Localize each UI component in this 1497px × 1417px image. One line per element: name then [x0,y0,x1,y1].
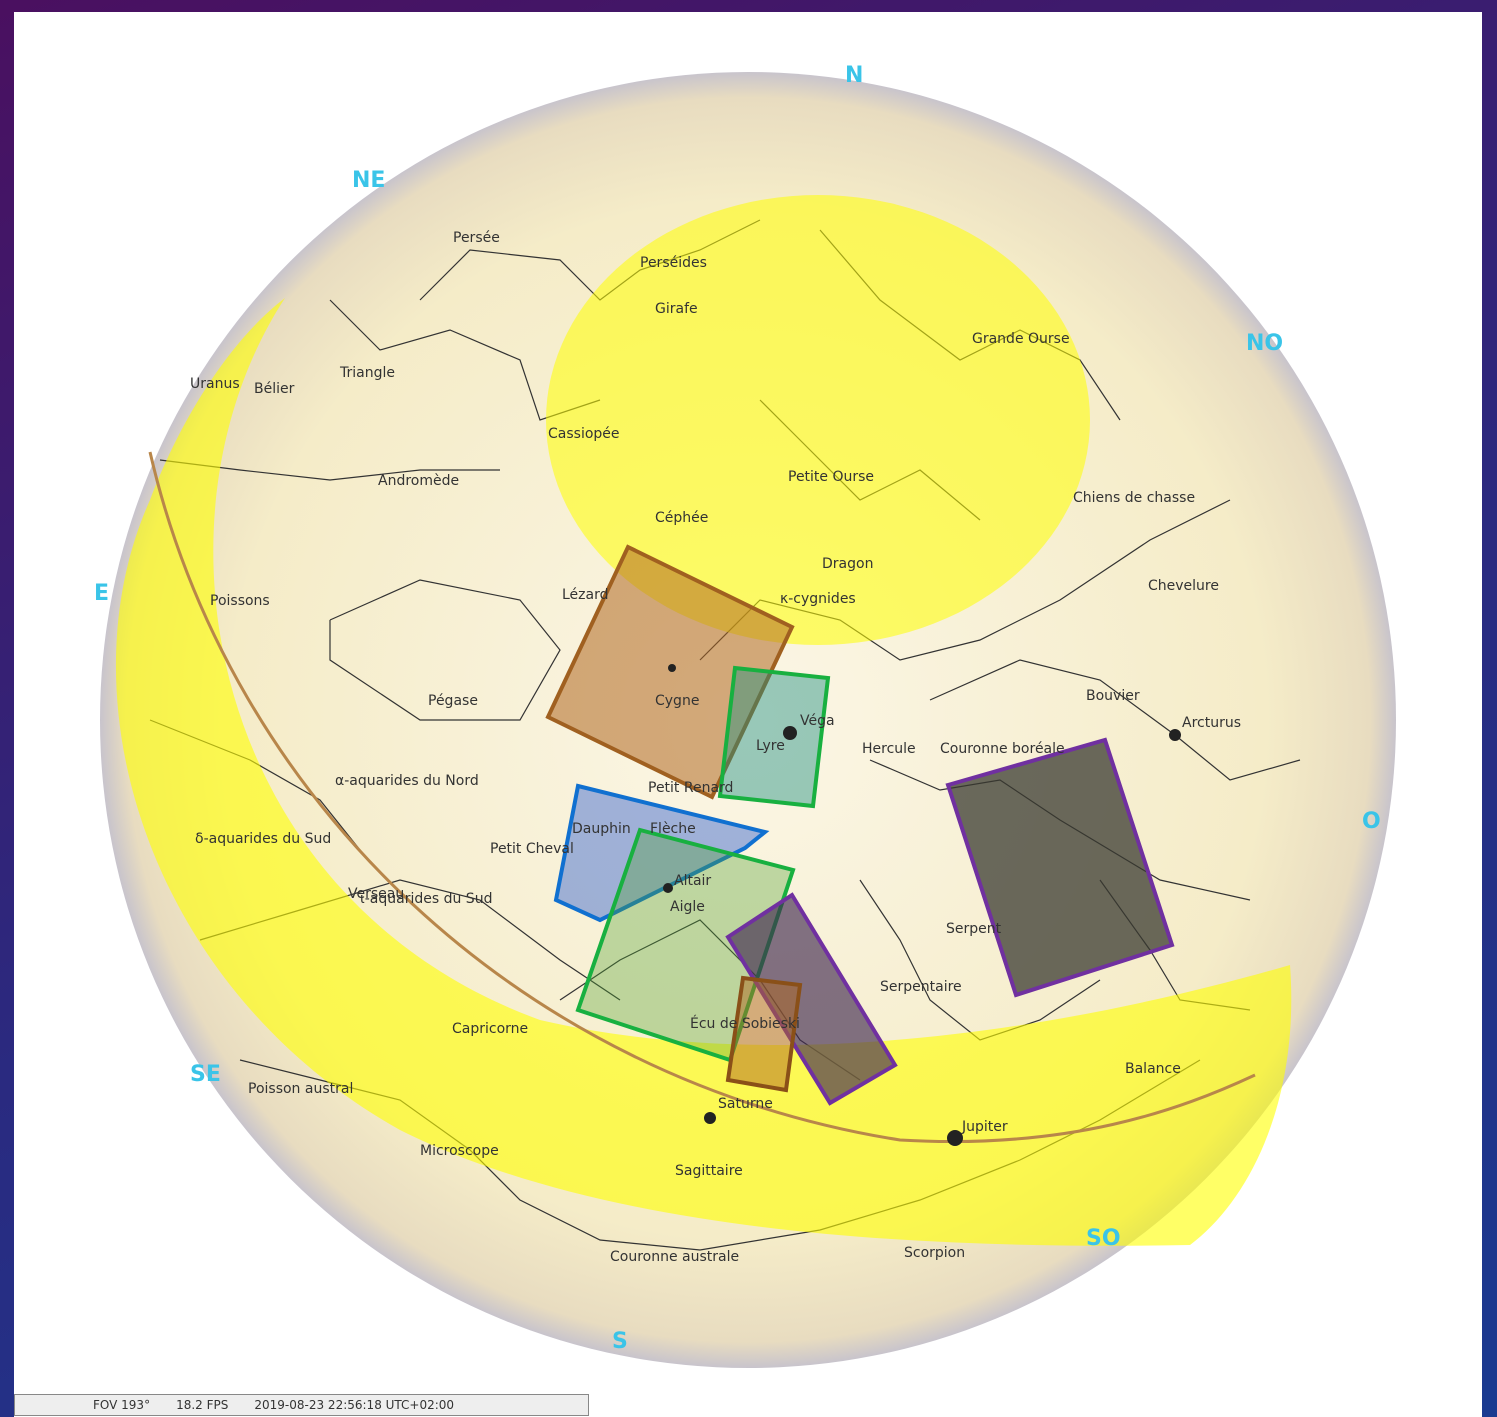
constellation-label: Serpentaire [880,979,962,995]
constellation-label: Petit Renard [648,780,733,796]
box-dauphin [553,783,770,923]
compass-label: NE [352,168,385,193]
constellation-label: Couronne boréale [940,741,1065,757]
constellation-label: Dragon [822,556,873,572]
constellation-label: Lézard [562,587,609,603]
constellation-label: Cassiopée [548,426,620,442]
constellation-label: Céphée [655,510,708,526]
constellation-label: Perséides [640,255,707,271]
constellation-label: Chevelure [1148,578,1219,594]
constellation-label: Petit Cheval [490,841,574,857]
constellation-label: α-aquarides du Nord [335,773,479,789]
constellation-label: Cygne [655,693,699,709]
highlight-band [115,298,1292,1246]
box-sobieski [725,975,803,1093]
constellation-label: Pégase [428,693,478,709]
constellation-label: Uranus [190,376,240,392]
constellation-label: Arcturus [1182,715,1241,731]
constellation-label: Écu de Sobieski [690,1015,800,1032]
ecliptic [148,451,1256,1144]
constellation-label: Capricorne [452,1021,528,1037]
constellation-label: ι-aquarides du Sud [360,891,492,907]
constellation-label: δ-aquarides du Sud [195,831,331,847]
compass-label: NO [1246,331,1283,356]
compass-label: E [94,581,109,606]
constellation-label: Chiens de chasse [1073,490,1195,506]
compass-label: SO [1086,1226,1121,1251]
constellation-label: Bélier [254,381,295,397]
constellation-label: Altair [674,873,711,889]
constellation-label: Verseau [348,886,404,902]
box-lyre [717,665,831,809]
compass-label: SE [190,1062,221,1087]
constellation-label: Sagittaire [675,1163,743,1179]
constellation-label: Jupiter [961,1119,1008,1135]
constellation-label: Aigle [670,899,705,915]
constellation-label: Bouvier [1086,688,1140,704]
constellation-label: Scorpion [904,1245,965,1261]
fov: FOV 193° [93,1398,151,1412]
constellation-label: Serpent [946,921,1002,937]
labels: N NE NO E O SE SO S Persée Perséides Girafe Grande … [94,63,1381,1354]
stars [663,664,1181,1146]
constellation-label: Grande Ourse [972,331,1070,347]
constellation-label: κ-cygnides [780,591,856,607]
constellation-label: Hercule [862,741,916,757]
constellation-label: Girafe [655,301,698,317]
constellation-label: Triangle [339,365,395,381]
compass-label: O [1362,809,1381,834]
constellation-label: Lyre [756,738,785,754]
constellation-label: Saturne [718,1096,773,1112]
box-serpent [945,737,1175,998]
box-ecu [725,892,898,1106]
constellation-label: Dauphin [572,821,631,837]
constellation-label: Petite Ourse [788,469,874,485]
constellation-label: Balance [1125,1061,1181,1077]
compass-label: N [845,63,863,88]
constellation-label: Microscope [420,1143,499,1159]
status-bar: FOV 193° 18.2 FPS 2019-08-23 22:56:18 UT… [14,1394,589,1416]
constellation-label: Flèche [650,821,696,837]
compass-label: S [612,1329,628,1354]
highlight-ellipse [546,195,1090,645]
constellation-label: Véga [800,713,835,729]
constellation-label: Poissons [210,593,270,609]
box-cygne [545,544,795,800]
constellation-label: Couronne australe [610,1249,739,1265]
constellation-label: Poisson austral [248,1081,353,1097]
constellation-label: Andromède [378,473,459,489]
fps: 18.2 FPS [176,1398,229,1412]
datetime: 2019-08-23 22:56:18 UTC+02:00 [254,1398,455,1412]
constellation-label: Persée [453,230,500,246]
